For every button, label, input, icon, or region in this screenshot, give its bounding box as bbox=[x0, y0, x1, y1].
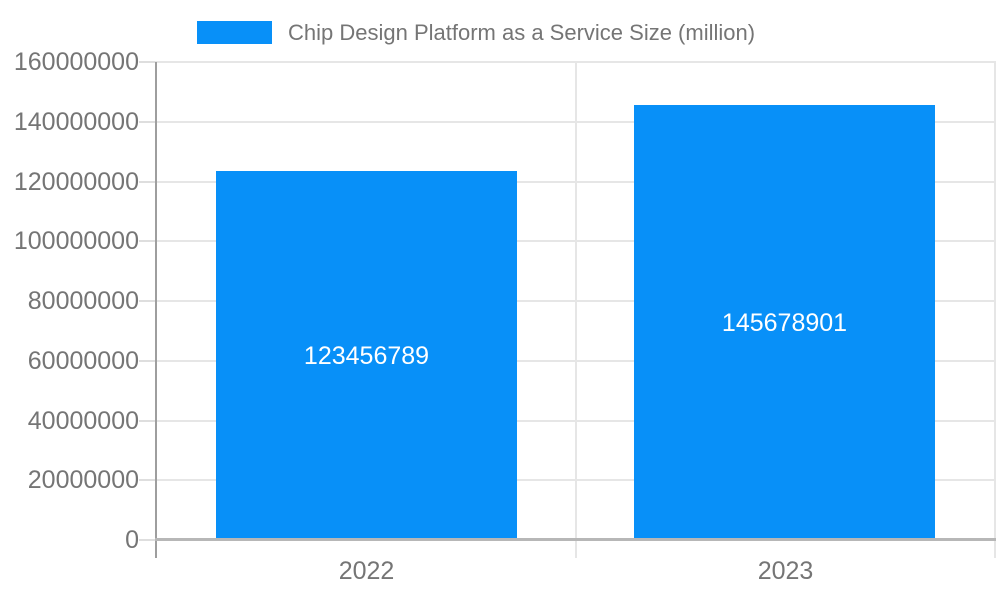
y-tick bbox=[139, 360, 155, 362]
bar-2022[interactable] bbox=[216, 171, 517, 540]
x-axis-baseline bbox=[155, 538, 996, 541]
y-tick bbox=[139, 121, 155, 123]
y-tick bbox=[139, 420, 155, 422]
x-tick-label: 2023 bbox=[757, 557, 814, 585]
bar-2023[interactable] bbox=[634, 105, 935, 540]
plot-right-border bbox=[994, 62, 996, 558]
legend-swatch bbox=[197, 21, 272, 44]
y-tick bbox=[139, 479, 155, 481]
y-tick-label: 160000000 bbox=[13, 48, 139, 76]
bar-value-label: 145678901 bbox=[721, 309, 848, 337]
y-tick-label: 60000000 bbox=[27, 347, 139, 375]
y-tick-label: 140000000 bbox=[13, 108, 139, 136]
y-tick-label: 40000000 bbox=[27, 407, 139, 435]
y-tick bbox=[139, 539, 155, 541]
y-tick-label: 120000000 bbox=[13, 168, 139, 196]
y-tick bbox=[139, 181, 155, 183]
y-tick bbox=[139, 240, 155, 242]
y-tick-label: 100000000 bbox=[13, 227, 139, 255]
y-tick bbox=[139, 300, 155, 302]
y-tick-label: 0 bbox=[125, 526, 139, 554]
y-tick-label: 80000000 bbox=[27, 287, 139, 315]
y-axis-line bbox=[155, 62, 157, 558]
category-separator bbox=[575, 62, 577, 558]
bar-value-label: 123456789 bbox=[303, 342, 430, 370]
legend-label: Chip Design Platform as a Service Size (… bbox=[288, 20, 756, 45]
y-tick bbox=[139, 61, 155, 63]
x-tick-label: 2022 bbox=[338, 557, 395, 585]
y-tick-label: 20000000 bbox=[27, 466, 139, 494]
